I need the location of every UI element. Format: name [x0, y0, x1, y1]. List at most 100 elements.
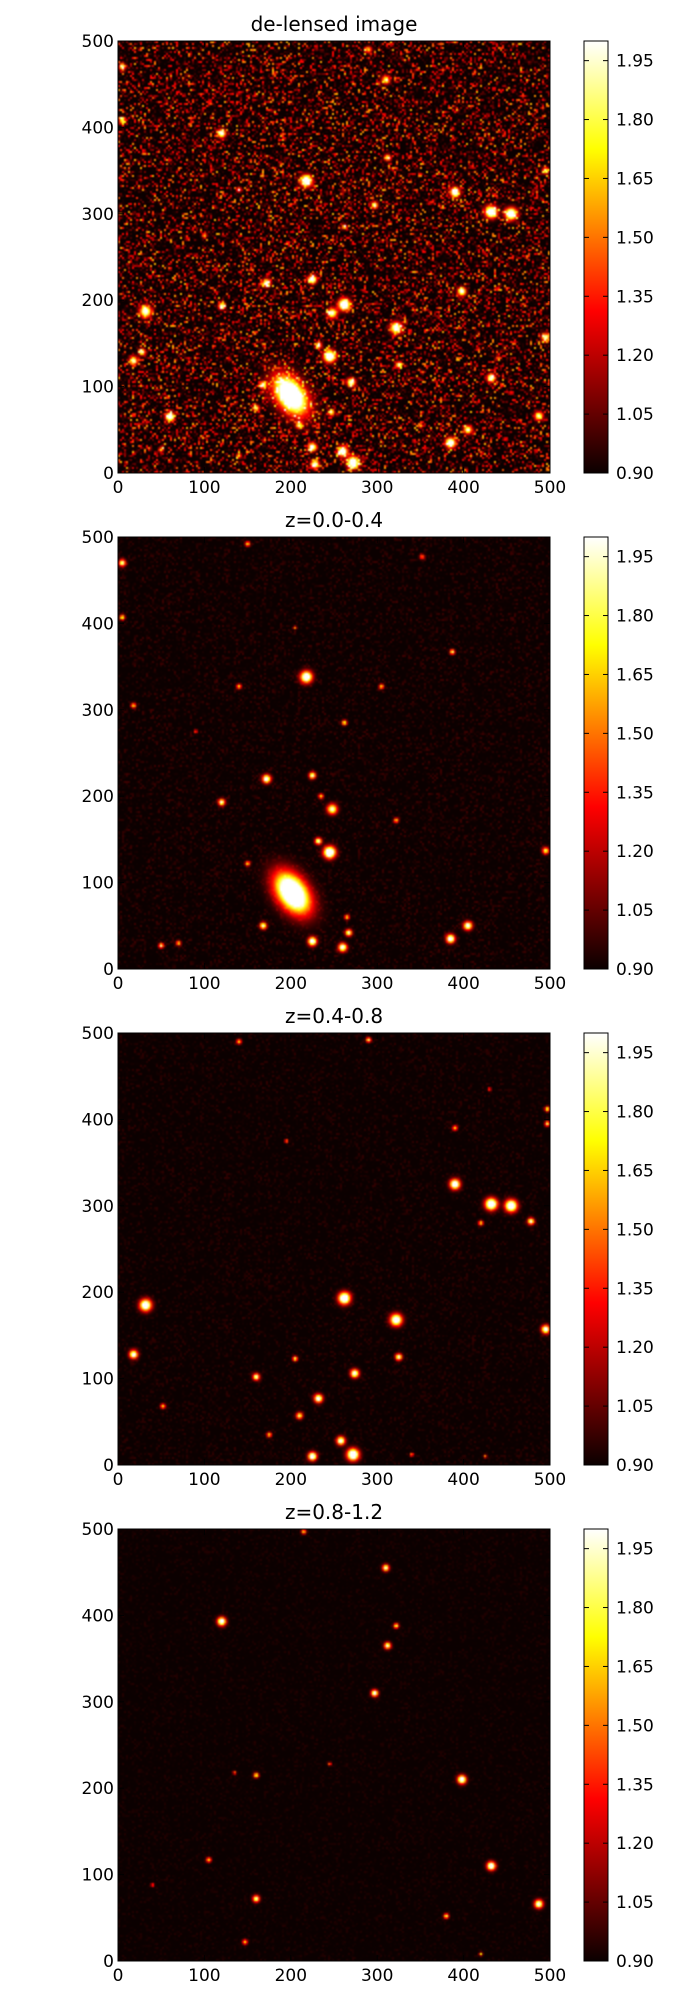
axes-frame [117, 40, 551, 474]
y-tick-label: 200 [82, 291, 114, 311]
colorbar-tick-label: 0.90 [616, 960, 654, 980]
x-tick-label: 400 [447, 1470, 479, 1490]
x-tick-label: 100 [188, 478, 220, 498]
colorbar-tick-label: 1.80 [616, 607, 654, 627]
colorbar-tick-label: 1.05 [616, 901, 654, 921]
colorbar [583, 40, 609, 474]
panel-title: z=0.0-0.4 [285, 508, 383, 532]
colorbar-tick-label: 1.65 [616, 665, 654, 685]
y-tick-label: 500 [82, 1520, 114, 1540]
x-tick-label: 400 [447, 974, 479, 994]
heatmap-image [118, 537, 550, 969]
y-tick-label: 300 [82, 1197, 114, 1217]
colorbar-tick-label: 1.50 [616, 724, 654, 744]
y-tick-label: 400 [82, 1110, 114, 1130]
colorbar-tick-label: 1.95 [616, 1044, 654, 1064]
y-tick-label: 300 [82, 1693, 114, 1713]
axes-frame [117, 1032, 551, 1466]
y-tick-label: 200 [82, 1283, 114, 1303]
x-tick-label: 300 [361, 974, 393, 994]
colorbar [583, 1032, 609, 1466]
colorbar-tick-label: 0.90 [616, 464, 654, 484]
colorbar-tick-label: 1.35 [616, 783, 654, 803]
x-tick-label: 100 [188, 1470, 220, 1490]
x-tick-label: 200 [275, 1966, 307, 1986]
x-tick-label: 400 [447, 478, 479, 498]
panel-2: z=0.4-0.8 0 100 200 300 400 500 0 100 200 300 400 50… [82, 1004, 654, 1490]
colorbar-tick-label: 1.35 [616, 287, 654, 307]
colorbar-tick-label: 1.65 [616, 1161, 654, 1181]
y-tick-label: 300 [82, 701, 114, 721]
y-tick-label: 500 [82, 528, 114, 548]
colorbar-tick-label: 1.95 [616, 1540, 654, 1560]
x-tick-label: 500 [534, 1470, 566, 1490]
colorbar-tick-label: 1.80 [616, 1599, 654, 1619]
colorbar-tick-label: 1.20 [616, 1834, 654, 1854]
colorbar-tick-label: 1.65 [616, 1657, 654, 1677]
y-tick-label: 100 [82, 1866, 114, 1886]
colorbar [583, 536, 609, 970]
y-tick-label: 500 [82, 1024, 114, 1044]
y-tick-label: 0 [103, 1456, 114, 1476]
x-tick-label: 500 [534, 1966, 566, 1986]
x-tick-label: 300 [361, 1470, 393, 1490]
axes-frame [117, 536, 551, 970]
colorbar-tick-label: 1.05 [616, 405, 654, 425]
y-tick-label: 100 [82, 378, 114, 398]
x-tick-label: 100 [188, 1966, 220, 1986]
colorbar-tick-label: 1.05 [616, 1397, 654, 1417]
x-tick-label: 300 [361, 1966, 393, 1986]
colorbar-tick-label: 0.90 [616, 1456, 654, 1476]
x-tick-label: 100 [188, 974, 220, 994]
panel-title: z=0.8-1.2 [285, 1500, 383, 1524]
heatmap-image [118, 1033, 550, 1465]
y-tick-label: 100 [82, 1370, 114, 1390]
x-tick-label: 500 [534, 478, 566, 498]
colorbar-tick-label: 1.80 [616, 1103, 654, 1123]
panel-title: de-lensed image [251, 12, 418, 36]
y-tick-label: 200 [82, 1779, 114, 1799]
x-tick-label: 200 [275, 1470, 307, 1490]
y-tick-label: 400 [82, 1606, 114, 1626]
y-tick-label: 0 [103, 960, 114, 980]
x-tick-label: 0 [113, 1470, 124, 1490]
panel-title: z=0.4-0.8 [285, 1004, 383, 1028]
y-tick-label: 100 [82, 874, 114, 894]
colorbar-tick-label: 0.90 [616, 1952, 654, 1972]
x-tick-label: 300 [361, 478, 393, 498]
y-tick-label: 200 [82, 787, 114, 807]
x-tick-label: 0 [113, 1966, 124, 1986]
colorbar [583, 1528, 609, 1962]
x-tick-label: 0 [113, 478, 124, 498]
heatmap-image [118, 1529, 550, 1961]
colorbar-tick-label: 1.20 [616, 346, 654, 366]
colorbar-tick-label: 1.95 [616, 548, 654, 568]
y-tick-label: 0 [103, 464, 114, 484]
y-tick-label: 0 [103, 1952, 114, 1972]
colorbar-tick-label: 1.20 [616, 1338, 654, 1358]
colorbar-tick-label: 1.50 [616, 228, 654, 248]
x-tick-label: 0 [113, 974, 124, 994]
colorbar-tick-label: 1.50 [616, 1716, 654, 1736]
panel-1: z=0.0-0.4 0 100 200 300 400 500 0 100 200 300 400 50… [82, 508, 654, 994]
colorbar-tick-label: 1.80 [616, 111, 654, 131]
colorbar-tick-label: 1.95 [616, 52, 654, 72]
colorbar-tick-label: 1.50 [616, 1220, 654, 1240]
panel-0: de-lensed image 0 100 200 300 400 500 0 100 200 30… [82, 12, 654, 498]
x-tick-label: 400 [447, 1966, 479, 1986]
y-tick-label: 400 [82, 118, 114, 138]
heatmap-image [118, 41, 550, 473]
y-tick-label: 400 [82, 614, 114, 634]
x-tick-label: 200 [275, 478, 307, 498]
colorbar-tick-label: 1.05 [616, 1893, 654, 1913]
x-tick-label: 500 [534, 974, 566, 994]
colorbar-tick-label: 1.20 [616, 842, 654, 862]
x-tick-label: 200 [275, 974, 307, 994]
colorbar-tick-label: 1.35 [616, 1775, 654, 1795]
colorbar-tick-label: 1.65 [616, 169, 654, 189]
y-tick-label: 500 [82, 32, 114, 52]
axes-frame [117, 1528, 551, 1962]
colorbar-tick-label: 1.35 [616, 1279, 654, 1299]
y-tick-label: 300 [82, 205, 114, 225]
